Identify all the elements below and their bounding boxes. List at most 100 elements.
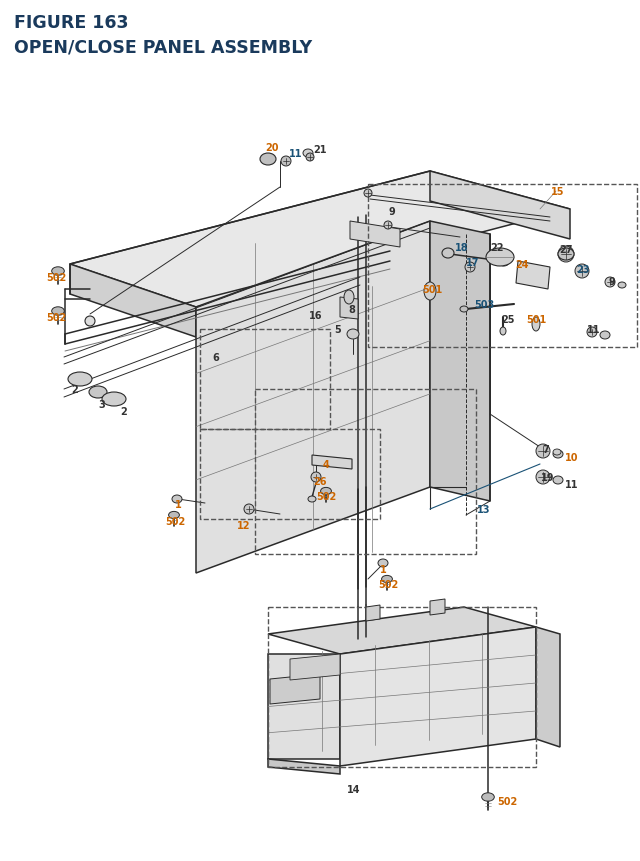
Ellipse shape [618, 282, 626, 288]
Text: OPEN/CLOSE PANEL ASSEMBLY: OPEN/CLOSE PANEL ASSEMBLY [14, 38, 312, 56]
Text: 20: 20 [265, 143, 279, 152]
Ellipse shape [500, 328, 506, 336]
Text: 2: 2 [120, 406, 127, 417]
Ellipse shape [553, 476, 563, 485]
Polygon shape [430, 172, 570, 239]
Ellipse shape [553, 450, 563, 458]
Circle shape [465, 263, 475, 273]
Ellipse shape [553, 449, 561, 455]
Text: 501: 501 [422, 285, 442, 294]
Circle shape [306, 154, 314, 162]
Text: 502: 502 [46, 313, 66, 323]
Ellipse shape [460, 307, 468, 313]
Polygon shape [70, 264, 196, 338]
Polygon shape [312, 455, 352, 469]
Circle shape [575, 264, 589, 279]
Circle shape [605, 278, 615, 288]
Polygon shape [350, 222, 400, 248]
Circle shape [536, 444, 550, 458]
Text: 27: 27 [559, 245, 573, 255]
Polygon shape [340, 628, 536, 766]
Text: FIGURE 163: FIGURE 163 [14, 14, 129, 32]
Text: 19: 19 [541, 473, 555, 482]
Text: 22: 22 [490, 243, 504, 253]
Text: 502: 502 [497, 796, 517, 806]
Polygon shape [268, 654, 340, 759]
Text: 502: 502 [165, 517, 185, 526]
Text: 9: 9 [388, 207, 396, 217]
Text: 502: 502 [46, 273, 66, 282]
Text: 18: 18 [455, 243, 469, 253]
Ellipse shape [68, 373, 92, 387]
Text: 13: 13 [477, 505, 491, 514]
Text: 11: 11 [289, 149, 303, 158]
Ellipse shape [172, 495, 182, 504]
Text: 3: 3 [99, 400, 106, 410]
Text: 502: 502 [316, 492, 336, 501]
Circle shape [587, 328, 597, 338]
Text: 502: 502 [378, 579, 398, 589]
Ellipse shape [424, 282, 436, 300]
Ellipse shape [381, 576, 392, 583]
Polygon shape [430, 222, 490, 501]
Ellipse shape [52, 307, 64, 316]
Text: 14: 14 [348, 784, 361, 794]
Polygon shape [196, 222, 430, 573]
Text: 10: 10 [565, 453, 579, 462]
Circle shape [558, 247, 574, 263]
Circle shape [311, 473, 321, 482]
Polygon shape [268, 759, 340, 774]
Ellipse shape [52, 268, 64, 276]
Polygon shape [366, 605, 380, 622]
Polygon shape [536, 628, 560, 747]
Ellipse shape [303, 150, 313, 158]
Text: 7: 7 [543, 444, 549, 455]
Polygon shape [516, 262, 550, 289]
Text: 501: 501 [526, 314, 546, 325]
Ellipse shape [558, 249, 574, 261]
Circle shape [384, 222, 392, 230]
Text: 1: 1 [175, 499, 181, 510]
Ellipse shape [499, 258, 509, 267]
Ellipse shape [89, 387, 107, 399]
Polygon shape [70, 172, 570, 307]
Text: 8: 8 [349, 305, 355, 314]
Ellipse shape [344, 291, 354, 305]
Ellipse shape [378, 560, 388, 567]
Text: 12: 12 [237, 520, 251, 530]
Circle shape [281, 157, 291, 167]
Text: 2: 2 [72, 385, 78, 394]
Text: 21: 21 [313, 145, 327, 155]
Circle shape [244, 505, 254, 514]
Ellipse shape [347, 330, 359, 339]
Text: 17: 17 [467, 257, 480, 268]
Ellipse shape [600, 331, 610, 339]
Text: 9: 9 [609, 276, 616, 287]
Text: 23: 23 [576, 264, 589, 275]
Text: 503: 503 [474, 300, 494, 310]
Polygon shape [268, 607, 536, 654]
Ellipse shape [260, 154, 276, 166]
Polygon shape [340, 298, 358, 319]
Ellipse shape [102, 393, 126, 406]
Text: 26: 26 [313, 476, 327, 486]
Circle shape [364, 189, 372, 198]
Text: 24: 24 [515, 260, 529, 269]
Ellipse shape [482, 793, 494, 802]
Text: 6: 6 [212, 353, 220, 362]
Text: 1: 1 [380, 564, 387, 574]
Text: 11: 11 [565, 480, 579, 489]
Ellipse shape [442, 249, 454, 258]
Ellipse shape [532, 318, 540, 331]
Polygon shape [430, 599, 445, 616]
Ellipse shape [85, 317, 95, 326]
Ellipse shape [321, 488, 332, 495]
Polygon shape [270, 674, 320, 704]
Circle shape [536, 470, 550, 485]
Polygon shape [290, 654, 340, 680]
Ellipse shape [168, 511, 179, 519]
Text: 11: 11 [588, 325, 601, 335]
Text: 16: 16 [309, 311, 323, 320]
Text: 5: 5 [335, 325, 341, 335]
Ellipse shape [308, 497, 316, 503]
